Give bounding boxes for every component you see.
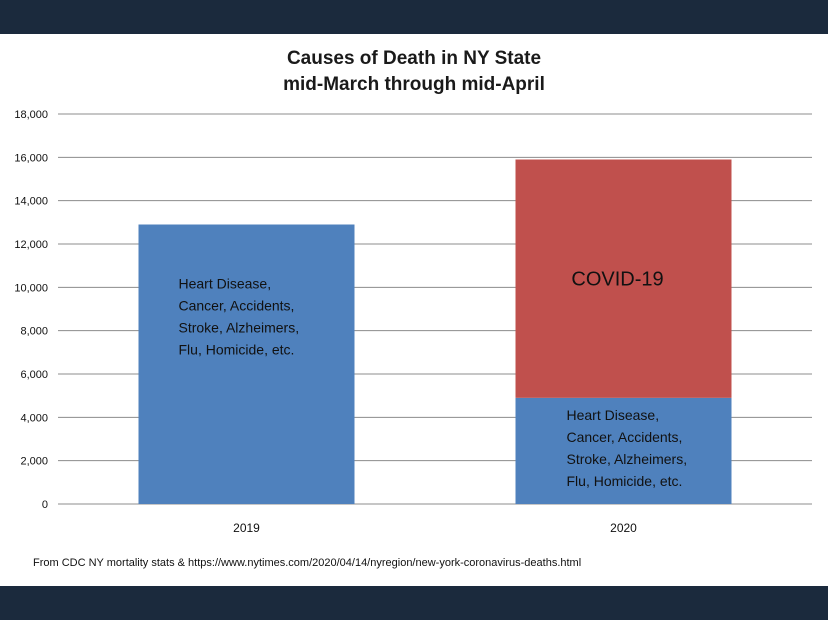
data-label-other-2019: Heart Disease, [179,275,272,291]
y-tick-label: 12,000 [14,239,48,251]
data-label-other-2020: Stroke, Alzheimers, [567,451,688,467]
y-tick-label: 6,000 [20,369,48,381]
data-label-other-2020: Flu, Homicide, etc. [567,473,683,489]
data-label-other-2019: Cancer, Accidents, [179,297,295,313]
bar-other-2019 [138,224,355,504]
x-tick-label: 2019 [233,521,260,535]
chart-title: Causes of Death in NY State mid-March th… [0,46,828,98]
bottom-frame-band [0,586,828,620]
y-tick-label: 18,000 [14,109,48,121]
bar-chart: 0 2,000 4,000 6,000 8,000 10,000 12,000 14,000 1… [14,109,812,535]
y-tick-label: 16,000 [14,152,48,164]
data-label-other-2020: Heart Disease, [567,407,660,423]
chart-slide: Causes of Death in NY State mid-March th… [0,34,828,586]
y-tick-label: 0 [42,499,48,511]
bar-other-2020 [515,397,732,504]
y-tick-label: 2,000 [20,456,48,468]
y-tick-label: 10,000 [14,282,48,294]
data-label-other-2019: Stroke, Alzheimers, [179,319,300,335]
data-label-other-2019: Flu, Homicide, etc. [179,341,295,357]
top-frame-band [0,0,828,34]
chart-title-line-1: Causes of Death in NY State [286,48,542,69]
y-tick-label: 8,000 [20,326,48,338]
data-label-covid: COVID-19 [571,269,663,291]
chart-title-line-2: mid-March through mid-April [283,74,545,95]
x-tick-label: 2020 [610,521,637,535]
y-tick-label: 14,000 [14,196,48,208]
bar-covid-2020 [515,159,732,398]
data-label-other-2020: Cancer, Accidents, [567,429,683,445]
source-note: From CDC NY mortality stats & https://ww… [33,557,582,569]
y-tick-label: 4,000 [20,412,48,424]
